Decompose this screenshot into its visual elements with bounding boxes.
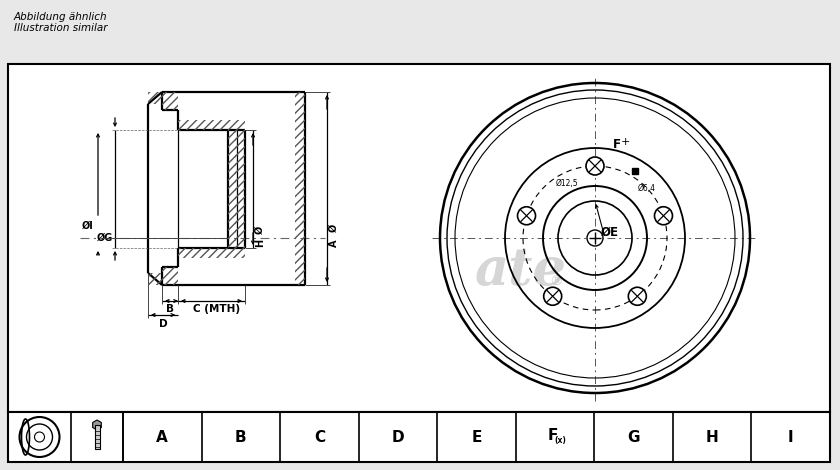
- Text: G: G: [627, 430, 640, 445]
- Bar: [162, 92, 178, 110]
- Circle shape: [586, 157, 604, 175]
- Circle shape: [517, 207, 536, 225]
- Bar: [148, 92, 162, 104]
- Bar: [178, 248, 245, 258]
- Text: B: B: [235, 430, 247, 445]
- Text: ate: ate: [474, 244, 566, 296]
- Text: Ø12,5: Ø12,5: [556, 179, 578, 188]
- Text: H: H: [706, 430, 718, 445]
- Text: F: F: [548, 428, 559, 442]
- Text: H: H: [255, 239, 265, 247]
- Bar: [178, 120, 245, 130]
- Polygon shape: [92, 420, 102, 430]
- Text: A: A: [329, 239, 339, 247]
- Bar: [228, 130, 236, 248]
- Text: D: D: [159, 319, 167, 329]
- Text: A: A: [156, 430, 168, 445]
- Text: I: I: [788, 430, 794, 445]
- Text: (x): (x): [554, 436, 566, 445]
- Text: Ø: Ø: [255, 226, 265, 234]
- Text: F: F: [613, 138, 621, 150]
- Text: ØE: ØE: [601, 226, 619, 238]
- Text: C: C: [314, 430, 325, 445]
- Circle shape: [543, 287, 562, 305]
- Circle shape: [587, 230, 603, 246]
- Text: B: B: [166, 304, 174, 314]
- Bar: [148, 273, 162, 285]
- Bar: [295, 92, 305, 285]
- Text: Illustration similar: Illustration similar: [14, 23, 108, 33]
- Text: ®: ®: [549, 275, 563, 289]
- Text: Ø: Ø: [329, 224, 339, 232]
- Bar: [95, 425, 99, 449]
- Text: D: D: [391, 430, 404, 445]
- Bar: [235, 130, 245, 248]
- Bar: [162, 267, 178, 285]
- Text: E: E: [471, 430, 481, 445]
- Circle shape: [654, 207, 673, 225]
- Text: +: +: [620, 137, 630, 147]
- Bar: [8, 64, 830, 412]
- Bar: [8, 412, 830, 462]
- Text: Ø6,4: Ø6,4: [638, 183, 656, 193]
- Text: C (MTH): C (MTH): [193, 304, 240, 314]
- Text: ØG: ØG: [97, 233, 113, 243]
- Circle shape: [628, 287, 646, 305]
- Text: Abbildung ähnlich: Abbildung ähnlich: [14, 12, 108, 22]
- Text: ØI: ØI: [82, 221, 94, 231]
